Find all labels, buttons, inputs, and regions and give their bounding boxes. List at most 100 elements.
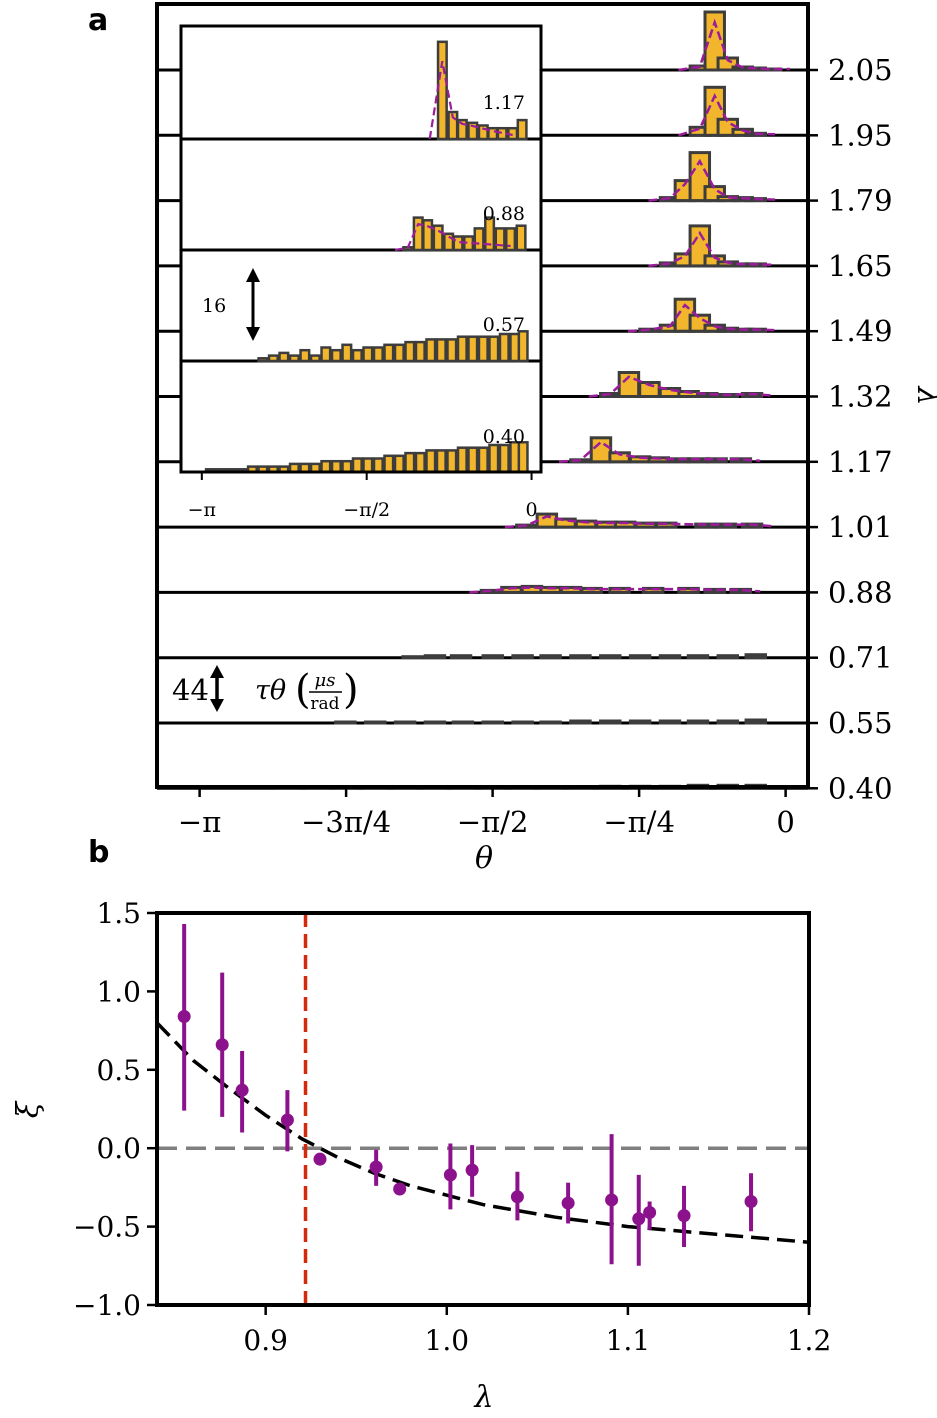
- inset-bar-0.40-12: [330, 459, 342, 474]
- panel-b-point-0: [177, 1009, 191, 1023]
- panel-a-bar-0.55-0: [334, 720, 357, 725]
- panel-b-point-11: [605, 1193, 619, 1207]
- panel-b-y-tick-label-5: −1.0: [73, 1289, 141, 1322]
- panel-a-fit-1.65: [648, 230, 776, 268]
- panel-a-bar-0.55-4: [451, 720, 475, 725]
- inset-bar-0.57-16: [425, 338, 437, 363]
- panel-a-lambda-tick-label-11: 0.40: [828, 771, 893, 805]
- panel-a-bar-0.55-3: [423, 720, 447, 725]
- inset-bar-0.88-9: [494, 227, 506, 252]
- inset-bar-1.17-8: [516, 118, 528, 141]
- inset-bar-0.57-20: [467, 335, 479, 363]
- panel-b-y-tick-label-3: 0.0: [96, 1132, 141, 1165]
- inset-scale-value: 16: [202, 295, 226, 317]
- inset-bar-0.88-3: [432, 224, 444, 252]
- inset-row-label-0: 1.17: [483, 92, 525, 114]
- panel-a-lambda-tick-label-8: 0.88: [828, 575, 893, 609]
- scale-unit-numerator: μs: [315, 670, 336, 691]
- inset-bar-0.40-22: [435, 449, 447, 474]
- inset-bar-0.40-13: [341, 459, 353, 474]
- panel-a-bar-0.71-3: [481, 654, 504, 660]
- panel-b-point-10: [561, 1196, 575, 1210]
- inset-bar-0.88-2: [422, 219, 434, 252]
- inset-bar-0.57-6: [320, 346, 332, 363]
- panel-a-bar-0.55-10: [628, 719, 652, 725]
- panel-a-bar-0.71-4: [511, 654, 534, 660]
- panel-a-lambda-tick-label-9: 0.71: [828, 641, 893, 675]
- inset-bar-0.40-23: [446, 449, 458, 474]
- inset-row-label-2: 0.57: [483, 314, 525, 336]
- panel-a-lambda-tick-label-5: 1.32: [828, 380, 893, 414]
- inset-bar-0.57-22: [488, 335, 500, 363]
- panel-a-lambda-tick-label-1: 1.95: [828, 118, 893, 152]
- panel-a-bar-0.55-14: [744, 718, 767, 725]
- panel-a-bar-0.71-5: [539, 654, 562, 660]
- panel-b-frame: [155, 911, 811, 1307]
- panel-a-fit-1.17: [558, 440, 761, 464]
- panel-b-y-tick-label-2: 0.5: [96, 1054, 141, 1087]
- inset-x-ticks: −π −π/2 0: [188, 472, 538, 521]
- panel-a-fit-1.32: [588, 375, 772, 398]
- inset-bar-1.17-0: [436, 40, 448, 141]
- inset-x-tick-label-0: −π: [188, 499, 216, 521]
- inset-bar-0.57-10: [362, 346, 374, 363]
- panel-a-bar-0.71-7: [599, 654, 622, 660]
- panel-a-lambda-tick-label-0: 2.05: [828, 53, 893, 87]
- panel-a-lambda-tick-label-2: 1.79: [828, 184, 893, 218]
- inset-bar-0.40-25: [467, 446, 479, 474]
- inset-bar-0.40-15: [362, 457, 374, 474]
- inset-bar-0.40-26: [477, 446, 489, 474]
- panel-b-x-label: λ: [473, 1380, 493, 1415]
- panel-a-bar-0.55-6: [511, 720, 534, 725]
- inset-row-label-3: 0.40: [483, 426, 525, 448]
- panel-a-bar-0.71-8: [628, 654, 652, 660]
- panel-a-bar-0.55-2: [393, 720, 417, 725]
- panel-b-point-12: [632, 1212, 646, 1226]
- inset-row-labels: 1.17 0.88 0.57 0.40: [483, 92, 525, 448]
- inset-fit-1.17: [428, 60, 513, 140]
- inset-bar-0.57-2: [278, 351, 290, 363]
- panel-b-point-6: [393, 1182, 407, 1196]
- panel-b-point-14: [677, 1209, 691, 1223]
- panel-a-bar-1.17-1: [589, 436, 613, 464]
- inset-bar-0.40-19: [404, 451, 416, 474]
- panel-a-bar-0.71-10: [686, 654, 710, 660]
- panel-b-point-9: [510, 1190, 524, 1204]
- panel-a-lambda-tick-label-10: 0.55: [828, 706, 893, 740]
- scale-unit-paren-close: ): [343, 667, 359, 713]
- inset-bar-0.88-10: [505, 227, 517, 252]
- inset-bar-0.40-16: [372, 457, 384, 474]
- panel-b-point-13: [643, 1205, 657, 1219]
- panel-b-y-tick-label-1: 1.0: [96, 975, 141, 1008]
- panel-a-bar-0.71-9: [658, 654, 682, 660]
- inset-bar-0.57-13: [393, 343, 405, 363]
- inset-bar-0.57-0: [257, 357, 269, 363]
- inset-bar-0.88-1: [412, 216, 424, 252]
- inset-bar-0.40-11: [320, 459, 332, 474]
- inset-bar-1.17-3: [467, 121, 479, 141]
- inset-frame: [179, 24, 543, 474]
- panel-a-bar-0.55-11: [658, 719, 682, 725]
- panel-a-bar-0.71-1: [423, 654, 447, 660]
- inset-bar-0.88-11: [515, 224, 527, 252]
- panel-b-y-tick-label-0: 1.5: [96, 897, 141, 930]
- inset-fits: [394, 60, 513, 252]
- inset-bar-0.57-23: [498, 332, 510, 363]
- inset-bar-0.40-27: [488, 443, 500, 474]
- inset-bar-1.17-6: [496, 126, 508, 141]
- inset-bar-0.57-18: [446, 338, 458, 363]
- panel-b-point-2: [235, 1083, 249, 1097]
- panel-a-label: a: [88, 3, 108, 38]
- panel-a-bar-0.71-11: [716, 654, 740, 660]
- inset: 1.17 0.88 0.57 0.40 −π −π/2 0 16: [179, 24, 543, 521]
- inset-bar-0.57-4: [299, 348, 311, 363]
- scale-unit-symbol: τθ: [255, 675, 286, 706]
- inset-bar-0.57-19: [456, 335, 468, 363]
- inset-bar-0.57-17: [435, 338, 447, 363]
- inset-bar-0.40-17: [383, 454, 395, 474]
- panel-b-x-tick-label-1: 1.0: [425, 1324, 470, 1357]
- panel-b-points: [177, 923, 758, 1266]
- inset-bar-0.57-15: [414, 340, 426, 363]
- panel-a-lambda-tick-label-4: 1.49: [828, 314, 893, 348]
